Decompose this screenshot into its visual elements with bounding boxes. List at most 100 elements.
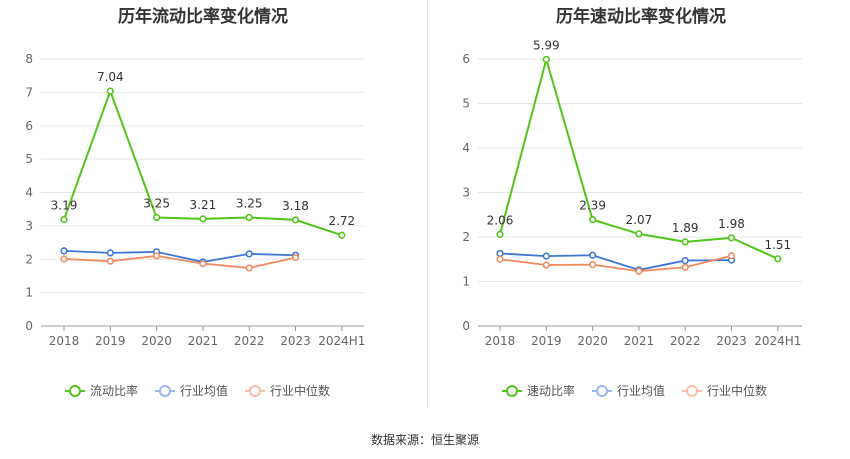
legend-label: 行业中位数: [270, 383, 330, 398]
data-point: [588, 260, 597, 269]
data-label: 2.72: [328, 214, 355, 228]
legend-marker-icon: [506, 385, 518, 397]
data-point: [291, 216, 300, 224]
data-point: [774, 255, 782, 263]
data-label: 3.19: [51, 199, 78, 213]
x-tick-label: 2021: [188, 334, 219, 348]
data-point: [245, 213, 253, 222]
series-line-0: [63, 88, 343, 237]
series-line-2: [499, 254, 732, 273]
panel-divider: [427, 0, 428, 408]
data-point: [542, 261, 550, 269]
legend-item-0: 流动比率: [65, 383, 138, 398]
data-point: [496, 230, 504, 238]
x-tick-label: 2019: [531, 334, 562, 348]
data-label: 7.04: [97, 70, 124, 84]
series-line-1: [499, 252, 732, 271]
chart-1: 0 1 2 3 4 5 6 2018 2019 2020 2021 2022 2023 2024H1 2.0…: [462, 38, 802, 398]
data-label: 3.18: [282, 199, 309, 213]
data-point: [245, 264, 253, 272]
data-point: [338, 231, 346, 239]
chart-title-current-ratio: 历年流动比率变化情况: [118, 7, 288, 27]
data-point: [542, 55, 550, 64]
data-label: 1.89: [672, 221, 699, 235]
y-tick-label: 3: [25, 219, 33, 233]
data-label: 3.25: [143, 197, 170, 211]
y-tick-label: 7: [25, 85, 33, 99]
chart-0: 0 1 2 3 4 5 6 7 8 2018 2019 2020 2021 2022 2023 2024H1 3…: [25, 52, 365, 398]
chart-title-quick-ratio: 历年速动比率变化情况: [556, 7, 726, 27]
data-point: [153, 252, 161, 260]
x-tick-label: 2020: [577, 334, 608, 348]
y-tick-label: 6: [462, 52, 470, 66]
x-tick-label: 2023: [280, 334, 311, 348]
data-point: [496, 249, 504, 258]
data-point: [681, 256, 689, 265]
data-label: 3.21: [190, 198, 217, 212]
data-point: [588, 216, 597, 224]
y-tick-label: 0: [462, 319, 470, 333]
data-point: [681, 238, 689, 246]
legend-label: 流动比率: [90, 383, 138, 398]
data-point: [291, 253, 300, 262]
data-point: [496, 255, 504, 263]
data-point: [245, 250, 253, 258]
data-point: [588, 251, 597, 259]
data-point: [727, 252, 736, 260]
data-label: 1.98: [718, 217, 745, 231]
data-label: 3.25: [236, 197, 263, 211]
series-line-2: [63, 255, 296, 269]
x-tick-label: 2018: [49, 334, 80, 348]
data-point: [727, 234, 736, 242]
data-point: [635, 230, 643, 238]
data-point: [542, 252, 550, 260]
data-point: [681, 263, 689, 271]
y-tick-label: 5: [25, 152, 33, 166]
data-label: 1.51: [764, 238, 791, 252]
data-point: [106, 249, 114, 257]
legend-label: 速动比率: [527, 383, 575, 398]
data-point: [199, 259, 207, 268]
data-point: [106, 257, 114, 265]
data-label: 2.39: [579, 199, 606, 213]
data-point: [60, 215, 68, 224]
legend-label: 行业均值: [180, 383, 228, 398]
legend-label: 行业均值: [617, 383, 665, 398]
x-tick-label: 2020: [141, 334, 172, 348]
legend-label: 行业中位数: [707, 383, 767, 398]
x-tick-label: 2022: [234, 334, 265, 348]
legend-marker-icon: [596, 385, 608, 397]
data-source: 数据来源：恒生聚源: [370, 433, 479, 447]
data-point: [60, 247, 68, 255]
data-label: 5.99: [533, 38, 560, 52]
legend-marker-icon: [159, 385, 171, 397]
data-label: 2.07: [626, 213, 653, 227]
x-tick-label: 2024H1: [754, 334, 801, 348]
y-tick-label: 8: [25, 52, 33, 66]
legend-item-2: 行业中位数: [682, 383, 767, 398]
data-point: [635, 267, 643, 275]
data-point: [199, 215, 207, 223]
y-tick-label: 1: [462, 275, 470, 289]
legend-marker-icon: [249, 385, 261, 397]
data-point: [60, 255, 68, 263]
legend-item-2: 行业中位数: [245, 383, 330, 398]
y-tick-label: 3: [462, 186, 470, 200]
legend-item-1: 行业均值: [592, 383, 665, 398]
legend-marker-icon: [69, 385, 81, 397]
y-tick-label: 4: [25, 186, 33, 200]
y-tick-label: 4: [462, 141, 470, 155]
data-label: 2.06: [487, 213, 514, 227]
legend-marker-icon: [686, 385, 698, 397]
x-tick-label: 2023: [716, 334, 747, 348]
data-point: [106, 87, 114, 95]
data-point: [153, 213, 161, 222]
x-tick-label: 2018: [485, 334, 516, 348]
x-tick-label: 2024H1: [318, 334, 365, 348]
x-tick-label: 2021: [624, 334, 655, 348]
y-tick-label: 2: [462, 230, 470, 244]
legend-item-1: 行业均值: [155, 383, 228, 398]
x-tick-label: 2022: [670, 334, 701, 348]
series-line-1: [63, 250, 296, 263]
